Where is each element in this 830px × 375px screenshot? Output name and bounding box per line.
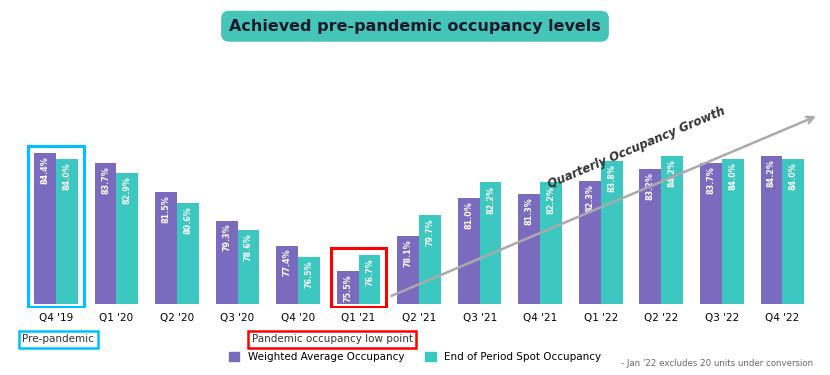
Bar (95, 163, 116, 303)
Text: 83.7%: 83.7% (101, 166, 110, 194)
Bar (601, 161, 622, 303)
Bar (56, 159, 78, 303)
Bar (155, 192, 177, 303)
Text: 80.6%: 80.6% (183, 207, 193, 234)
Text: 83.2%: 83.2% (646, 172, 655, 200)
Text: - Jan '22 excludes 20 units under conversion: - Jan '22 excludes 20 units under conver… (622, 358, 813, 368)
Bar (298, 257, 320, 303)
Text: 82.2%: 82.2% (486, 186, 495, 214)
Text: 77.4%: 77.4% (283, 249, 291, 276)
Bar (480, 182, 501, 303)
Text: 83.8%: 83.8% (608, 165, 616, 192)
Text: 81.3%: 81.3% (525, 198, 534, 225)
Text: 76.5%: 76.5% (305, 261, 314, 288)
Text: 83.7%: 83.7% (706, 166, 715, 194)
Bar (237, 230, 259, 303)
Text: Pre-pandemic: Pre-pandemic (22, 334, 94, 344)
Bar (760, 156, 783, 303)
Bar (783, 159, 804, 303)
Bar (359, 255, 380, 303)
Bar (34, 153, 56, 303)
Text: 81.5%: 81.5% (162, 195, 171, 223)
Bar (579, 181, 601, 303)
Bar (337, 271, 359, 303)
Text: Achieved pre-pandemic occupancy levels: Achieved pre-pandemic occupancy levels (229, 19, 601, 34)
Text: 79.3%: 79.3% (222, 224, 231, 252)
Text: Quarterly Occupancy Growth: Quarterly Occupancy Growth (546, 105, 728, 191)
Text: 84.0%: 84.0% (728, 162, 737, 190)
Text: 75.5%: 75.5% (344, 274, 352, 302)
Text: 76.7%: 76.7% (365, 258, 374, 286)
Bar (398, 236, 419, 303)
Text: 82.3%: 82.3% (585, 184, 594, 212)
Text: 82.9%: 82.9% (123, 176, 132, 204)
Bar (639, 169, 662, 303)
Bar (177, 203, 199, 303)
Text: 78.1%: 78.1% (403, 240, 413, 267)
Text: 81.0%: 81.0% (464, 201, 473, 229)
Bar (116, 173, 139, 303)
Bar (276, 246, 298, 303)
Text: 79.7%: 79.7% (426, 219, 435, 246)
Bar (216, 220, 237, 303)
Text: Pandemic occupancy low point: Pandemic occupancy low point (251, 334, 413, 344)
Text: 84.2%: 84.2% (767, 159, 776, 187)
Bar (662, 156, 683, 303)
Bar (419, 215, 441, 303)
Text: 84.4%: 84.4% (41, 157, 50, 184)
Bar (722, 159, 744, 303)
Bar (700, 163, 722, 303)
Text: 84.0%: 84.0% (788, 162, 798, 190)
Text: 84.2%: 84.2% (667, 159, 676, 187)
Bar (519, 194, 540, 303)
Legend: Weighted Average Occupancy, End of Period Spot Occupancy: Weighted Average Occupancy, End of Perio… (225, 348, 605, 366)
Bar (458, 198, 480, 303)
Text: 82.2%: 82.2% (547, 186, 555, 214)
Text: 84.0%: 84.0% (62, 162, 71, 190)
Text: 78.6%: 78.6% (244, 233, 253, 261)
Bar (540, 182, 562, 303)
